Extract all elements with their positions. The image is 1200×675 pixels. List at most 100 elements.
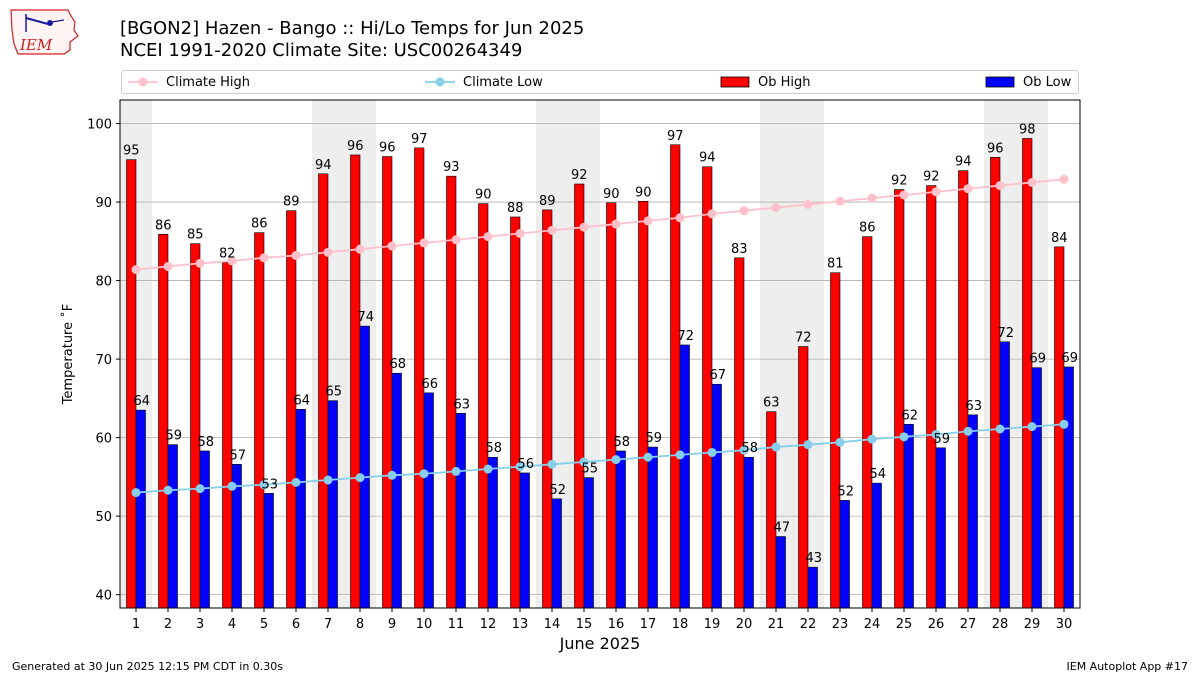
x-tick-label: 30 xyxy=(1056,617,1073,632)
y-axis-label: Temperature ˚F xyxy=(60,304,76,405)
ob-low-value-label: 54 xyxy=(869,467,886,482)
ob-low-bar xyxy=(615,450,626,609)
climate-low-point xyxy=(867,434,877,444)
climate-low-point xyxy=(643,452,653,462)
x-tick-label: 12 xyxy=(480,617,497,632)
x-tick-label: 15 xyxy=(576,617,593,632)
ob-high-value-label: 83 xyxy=(731,242,748,257)
ob-high-value-label: 98 xyxy=(1019,122,1036,137)
ob-high-bar xyxy=(798,346,809,609)
climate-low-point xyxy=(227,481,237,491)
y-tick-label: 40 xyxy=(95,589,112,604)
climate-low-point xyxy=(1027,422,1037,432)
climate-high-point xyxy=(1059,174,1069,184)
climate-high-point xyxy=(707,209,717,219)
climate-low-point xyxy=(739,445,749,455)
y-tick-label: 90 xyxy=(95,196,112,211)
ob-low-bar xyxy=(743,456,754,609)
ob-high-bar xyxy=(1022,138,1033,609)
x-tick-label: 7 xyxy=(324,617,332,632)
ob-low-value-label: 57 xyxy=(229,448,246,463)
climate-high-point xyxy=(899,190,909,200)
ob-low-value-label: 43 xyxy=(805,551,822,566)
ob-low-bar xyxy=(807,566,818,609)
ob-low-value-label: 58 xyxy=(741,441,758,456)
climate-low-line xyxy=(135,423,1065,494)
ob-high-bar xyxy=(734,257,745,609)
ob-high-bar xyxy=(254,232,265,609)
climate-high-point xyxy=(419,238,429,248)
x-tick-label: 8 xyxy=(356,617,364,632)
ob-high-value-label: 94 xyxy=(699,151,716,166)
ob-low-bar xyxy=(1031,367,1042,609)
ob-low-bar xyxy=(391,372,402,609)
ob-low-bar xyxy=(551,498,562,609)
y-tick-label: 80 xyxy=(95,275,112,290)
x-tick-label: 26 xyxy=(928,617,945,632)
ob-high-value-label: 82 xyxy=(219,247,236,262)
x-tick-label: 4 xyxy=(228,617,236,632)
legend-label: Ob Low xyxy=(1023,74,1072,90)
x-tick-label: 21 xyxy=(768,617,785,632)
climate-low-point xyxy=(131,488,141,498)
climate-high-point xyxy=(1027,177,1037,187)
x-tick-label: 22 xyxy=(800,617,817,632)
x-tick-label: 23 xyxy=(832,617,849,632)
ob-high-value-label: 97 xyxy=(667,129,684,144)
ob-low-value-label: 63 xyxy=(965,399,982,414)
climate-low-point xyxy=(195,484,205,494)
ob-low-bar xyxy=(999,341,1010,609)
ob-high-bar xyxy=(574,183,585,609)
ob-high-value-label: 92 xyxy=(571,168,588,183)
ob-low-value-label: 58 xyxy=(613,435,630,450)
x-tick-label: 18 xyxy=(672,617,689,632)
climate-high-point xyxy=(995,181,1005,191)
legend-label: Climate High xyxy=(166,74,251,90)
ob-high-value-label: 72 xyxy=(795,331,812,346)
ob-low-value-label: 65 xyxy=(325,385,342,400)
ob-low-value-label: 58 xyxy=(197,435,214,450)
x-tick-label: 17 xyxy=(640,617,657,632)
x-tick-label: 14 xyxy=(544,617,561,632)
ob-low-bar xyxy=(935,447,946,609)
x-tick-label: 24 xyxy=(864,617,881,632)
ob-low-bar xyxy=(327,400,338,609)
ob-low-value-label: 55 xyxy=(581,462,598,477)
ob-low-value-label: 59 xyxy=(165,429,182,444)
x-tick-label: 2 xyxy=(164,617,172,632)
ob-high-value-label: 81 xyxy=(827,257,844,272)
ob-high-bar xyxy=(606,202,617,609)
ob-low-bar xyxy=(423,392,434,609)
climate-low-point xyxy=(1059,419,1069,429)
climate-low-point xyxy=(419,469,429,479)
climate-high-point xyxy=(867,193,877,203)
x-tick-label: 28 xyxy=(992,617,1009,632)
x-tick-label: 3 xyxy=(196,617,204,632)
ob-high-value-label: 85 xyxy=(187,228,204,243)
climate-high-point xyxy=(483,232,493,242)
climate-high-point xyxy=(771,203,781,213)
ob-low-value-label: 74 xyxy=(357,310,374,325)
ob-high-value-label: 95 xyxy=(123,144,140,159)
legend-item-climate-low: Climate Low xyxy=(425,71,543,93)
climate-low-point xyxy=(355,473,365,483)
ob-high-bar xyxy=(126,159,137,609)
climate-high-point xyxy=(675,213,685,223)
climate-low-line-icon xyxy=(425,77,455,87)
x-tick-label: 16 xyxy=(608,617,625,632)
ob-low-value-label: 64 xyxy=(133,394,150,409)
ob-high-value-label: 90 xyxy=(603,187,620,202)
ob-high-value-label: 96 xyxy=(987,141,1004,156)
y-tick-label: 100 xyxy=(87,118,112,133)
x-tick-label: 5 xyxy=(260,617,268,632)
climate-high-point xyxy=(355,244,365,254)
ob-low-bar xyxy=(295,409,306,609)
ob-high-value-label: 94 xyxy=(315,158,332,173)
climate-high-point xyxy=(611,219,621,229)
ob-low-bar xyxy=(711,383,722,609)
climate-low-point xyxy=(835,437,845,447)
ob-low-bar xyxy=(903,423,914,609)
ob-low-bar xyxy=(359,325,370,609)
ob-low-value-label: 64 xyxy=(293,393,310,408)
ob-low-bar xyxy=(135,409,146,609)
